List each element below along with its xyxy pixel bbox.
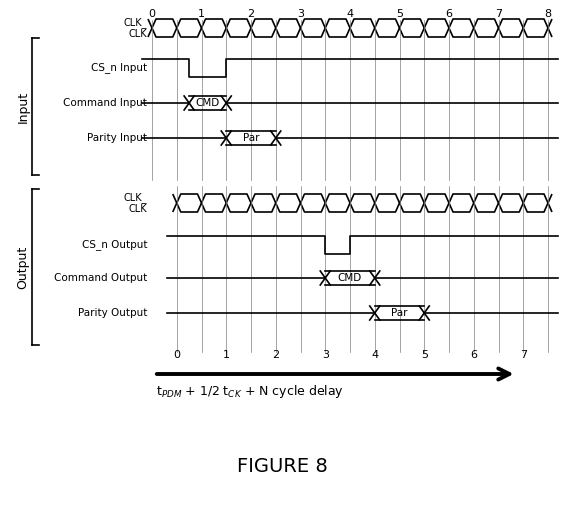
Text: Output: Output — [16, 245, 29, 289]
Text: 5: 5 — [421, 350, 428, 360]
Text: CS_n Output: CS_n Output — [82, 240, 147, 250]
Text: Parity Input: Parity Input — [87, 133, 147, 143]
Text: 5: 5 — [396, 9, 403, 19]
Text: CLK_
CLK: CLK_ CLK — [124, 17, 147, 39]
Text: 3: 3 — [297, 9, 304, 19]
Text: CLK_
CLK: CLK_ CLK — [124, 192, 147, 214]
Text: 6: 6 — [470, 350, 477, 360]
Text: 7: 7 — [495, 9, 502, 19]
Text: 3: 3 — [321, 350, 329, 360]
Text: 8: 8 — [544, 9, 552, 19]
Text: FIGURE 8: FIGURE 8 — [237, 457, 327, 475]
Text: CMD: CMD — [338, 273, 362, 283]
Text: 7: 7 — [519, 350, 527, 360]
Text: Command Output: Command Output — [54, 273, 147, 283]
Text: 2: 2 — [272, 350, 279, 360]
Text: t$_{PDM}$ + 1/2 t$_{CK}$ + N cycle delay: t$_{PDM}$ + 1/2 t$_{CK}$ + N cycle delay — [156, 383, 344, 401]
Text: 6: 6 — [446, 9, 452, 19]
Text: Par: Par — [391, 308, 408, 318]
Text: Par: Par — [243, 133, 259, 143]
Text: 0: 0 — [148, 9, 156, 19]
Text: CMD: CMD — [196, 98, 220, 108]
Text: CS_n Input: CS_n Input — [91, 63, 147, 73]
Text: 4: 4 — [346, 9, 354, 19]
Text: Input: Input — [16, 91, 29, 123]
Text: 2: 2 — [248, 9, 254, 19]
Text: Command Input: Command Input — [63, 98, 147, 108]
Text: 0: 0 — [173, 350, 180, 360]
Text: Parity Output: Parity Output — [78, 308, 147, 318]
Text: 1: 1 — [223, 350, 230, 360]
Text: 4: 4 — [371, 350, 378, 360]
Text: 1: 1 — [198, 9, 205, 19]
